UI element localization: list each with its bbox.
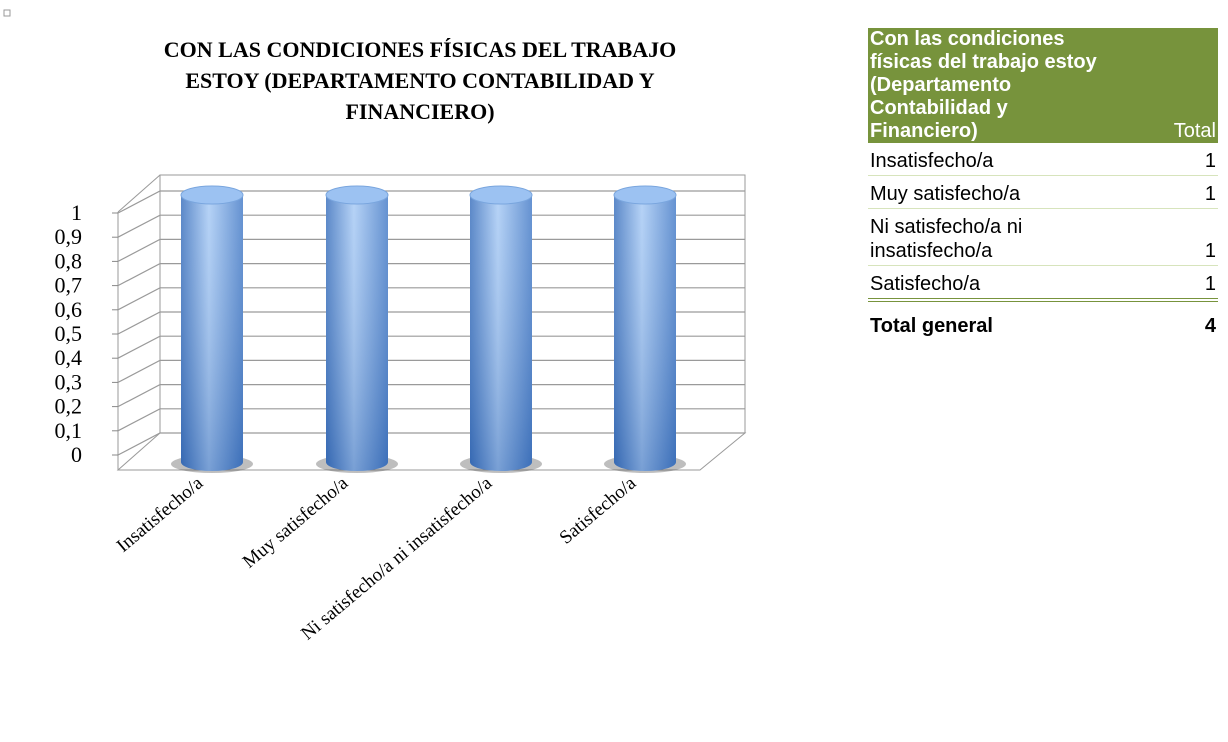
x-tick-label: Insatisfecho/a: [113, 472, 208, 556]
grid-line: [117, 287, 745, 311]
y-tick-label: 0: [71, 442, 82, 467]
row: Satisfecho/a 1: [868, 265, 1218, 302]
grid-line: [117, 335, 745, 359]
cell: 1: [1112, 265, 1218, 302]
cell: Satisfecho/a: [868, 265, 1112, 302]
y-tick-label: 0,7: [55, 273, 83, 298]
bar-top: [325, 185, 389, 205]
chart-title: CON LAS CONDICIONES FÍSICAS DEL TRABAJO E…: [164, 37, 676, 124]
cell: 1: [1112, 175, 1218, 209]
bar-shade: [326, 195, 388, 471]
cell: Total general: [870, 315, 993, 337]
bar-top: [180, 185, 244, 205]
grid-line: [117, 408, 745, 432]
grid-line: [117, 311, 745, 335]
y-tick-label: 0,2: [55, 394, 83, 419]
bar-shade: [181, 195, 243, 471]
grid-line: [117, 432, 745, 456]
cell: 1: [1112, 208, 1218, 266]
grid-line: [117, 238, 745, 262]
side-wall: [117, 174, 161, 213]
x-tick-label: Muy satisfecho/a: [239, 472, 353, 572]
bar-top: [613, 185, 677, 205]
x-tick-label: Satisfecho/a: [556, 472, 641, 548]
bar-top: [469, 185, 533, 205]
row: Muy satisfecho/a 1: [868, 175, 1218, 209]
y-tick-label: 0,1: [55, 418, 83, 443]
y-tick-label: 0,6: [55, 297, 83, 322]
grid-line: [117, 263, 745, 287]
y-tick-label: 0,8: [55, 248, 83, 273]
cell: Insatisfecho/a: [868, 143, 1112, 176]
y-tick-label: 0,4: [55, 345, 83, 370]
grid-line: [117, 359, 745, 383]
marker: [3, 9, 11, 17]
cell: 1: [1112, 143, 1218, 176]
header-cell: Con las condiciones físicas del trabajo …: [868, 28, 1112, 143]
pivot-table: Con las condiciones físicas del trabajo …: [868, 28, 1218, 340]
row: Insatisfecho/a 1: [868, 143, 1218, 176]
grid-line: [117, 384, 745, 408]
cell: Muy satisfecho/a: [868, 175, 1112, 209]
y-tick-label: 1: [71, 200, 82, 225]
y-tick-label: 0,3: [55, 369, 83, 394]
chart: CON LAS CONDICIONES FÍSICAS DEL TRABAJO E…: [3, 9, 747, 645]
bar-shade: [614, 195, 676, 471]
row: Ni satisfecho/a ni insatisfecho/a 1: [868, 208, 1218, 266]
grid-line: [117, 214, 745, 238]
header-cell: Total: [1112, 28, 1218, 143]
total-row: Total general 4: [868, 300, 1218, 340]
header-row: Con las condiciones físicas del trabajo …: [868, 28, 1218, 143]
cell: 4: [1204, 315, 1216, 337]
y-tick-label: 0,9: [55, 224, 83, 249]
y-tick-label: 0,5: [55, 321, 83, 346]
bar-shade: [470, 195, 532, 471]
cell: Ni satisfecho/a ni insatisfecho/a: [868, 208, 1112, 266]
grid-line: [117, 190, 745, 214]
